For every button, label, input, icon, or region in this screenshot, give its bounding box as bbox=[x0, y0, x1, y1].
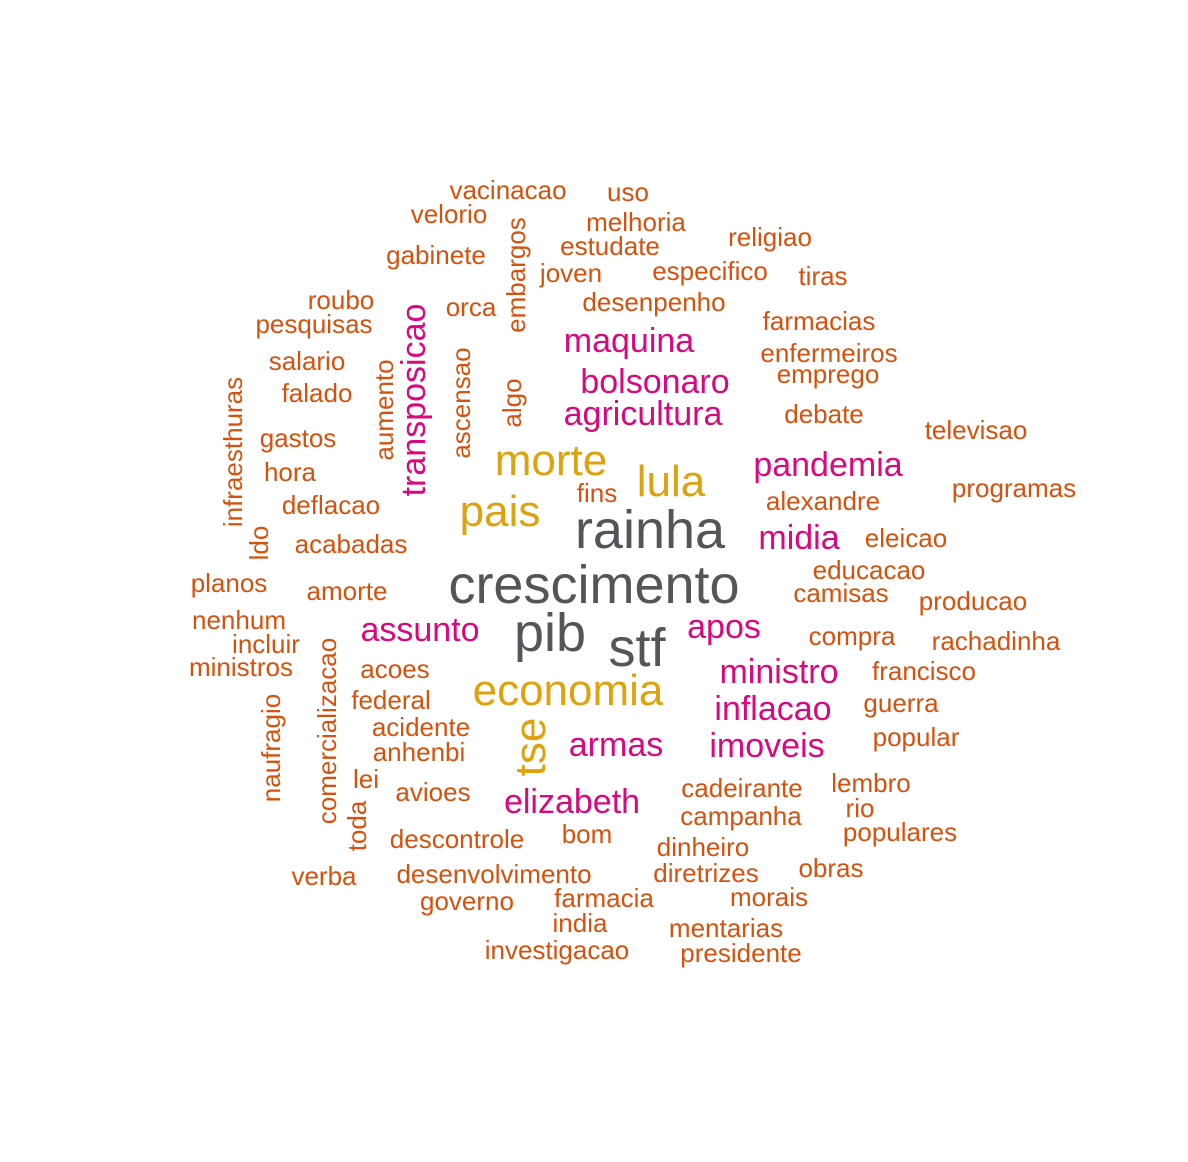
word-compra: compra bbox=[808, 621, 896, 651]
word-deflacao: deflacao bbox=[281, 490, 381, 520]
word-populares: populares bbox=[842, 817, 958, 847]
word-debate: debate bbox=[784, 399, 864, 429]
word-apos: apos bbox=[687, 608, 761, 646]
word-rainha: rainha bbox=[574, 500, 726, 560]
word-diretrizes: diretrizes bbox=[653, 858, 759, 888]
word-melhoria: melhoria bbox=[586, 207, 686, 237]
word-acidente: acidente bbox=[371, 712, 471, 742]
word-india: india bbox=[552, 908, 608, 938]
word-acabadas: acabadas bbox=[294, 529, 408, 559]
word-eleicao: eleicao bbox=[864, 523, 948, 553]
word-pib: pib bbox=[513, 603, 587, 663]
word-algo: algo bbox=[497, 378, 527, 428]
word-uso: uso bbox=[607, 177, 649, 207]
word-orca: orca bbox=[445, 292, 497, 322]
word-fins: fins bbox=[576, 478, 618, 508]
word-pesquisas: pesquisas bbox=[255, 309, 373, 339]
word-tiras: tiras bbox=[798, 261, 848, 291]
word-joven: joven bbox=[539, 258, 603, 288]
word-federal: federal bbox=[351, 685, 431, 715]
word-verba: verba bbox=[291, 861, 357, 891]
word-crescimento: crescimento bbox=[448, 555, 740, 615]
word-embargos: embargos bbox=[501, 217, 531, 333]
word-desenvolvimento: desenvolvimento bbox=[396, 859, 592, 889]
word-bom: bom bbox=[561, 819, 613, 849]
word-tse: tse bbox=[506, 717, 555, 777]
word-agricultura: agricultura bbox=[563, 395, 723, 433]
word-midia: midia bbox=[758, 519, 840, 557]
word-aumento: aumento bbox=[369, 359, 399, 461]
word-ascensao: ascensao bbox=[446, 347, 476, 459]
word-salario: salario bbox=[268, 346, 346, 376]
word-francisco: francisco bbox=[871, 656, 977, 686]
word-investigacao: investigacao bbox=[484, 935, 630, 965]
word-lembro: lembro bbox=[831, 768, 911, 798]
word-armas: armas bbox=[568, 726, 664, 764]
word-nenhum: nenhum bbox=[192, 605, 286, 635]
word-naufragio: naufragio bbox=[256, 693, 286, 803]
word-ldo: ldo bbox=[244, 525, 274, 561]
word-programas: programas bbox=[951, 473, 1077, 503]
word-planos: planos bbox=[190, 568, 268, 598]
word-presidente: presidente bbox=[680, 938, 802, 968]
word-infraesthuras: infraesthuras bbox=[218, 376, 248, 528]
word-televisao: televisao bbox=[924, 415, 1028, 445]
word-lei: lei bbox=[352, 764, 380, 794]
word-ministros: ministros bbox=[188, 652, 294, 682]
word-ministro: ministro bbox=[719, 653, 839, 691]
word-gabinete: gabinete bbox=[386, 240, 486, 270]
word-imoveis: imoveis bbox=[709, 727, 825, 765]
word-toda: toda bbox=[342, 800, 372, 852]
word-farmacia: farmacia bbox=[554, 883, 654, 913]
word-falado: falado bbox=[281, 378, 353, 408]
word-cadeirante: cadeirante bbox=[681, 773, 803, 803]
word-assunto: assunto bbox=[360, 611, 480, 649]
word-vacinacao: vacinacao bbox=[449, 175, 567, 205]
word-hora: hora bbox=[263, 457, 317, 487]
word-dinheiro: dinheiro bbox=[656, 832, 750, 862]
word-farmacias: farmacias bbox=[762, 306, 876, 336]
word-lula: lula bbox=[636, 457, 706, 506]
word-comercializacao: comercializacao bbox=[312, 637, 342, 825]
word-amorte: amorte bbox=[306, 576, 388, 606]
word-anhenbi: anhenbi bbox=[372, 737, 466, 767]
word-pandemia: pandemia bbox=[753, 446, 903, 484]
word-governo: governo bbox=[420, 886, 514, 916]
word-velorio: velorio bbox=[410, 199, 488, 229]
word-guerra: guerra bbox=[863, 688, 939, 718]
word-incluir: incluir bbox=[232, 629, 300, 659]
word-maquina: maquina bbox=[563, 322, 695, 360]
word-desenpenho: desenpenho bbox=[582, 287, 726, 317]
word-pais: pais bbox=[459, 487, 541, 536]
word-emprego: emprego bbox=[776, 359, 880, 389]
word-stf: stf bbox=[608, 618, 666, 678]
word-especifico: especifico bbox=[652, 256, 768, 286]
word-rio: rio bbox=[845, 793, 875, 823]
word-morte: morte bbox=[494, 436, 608, 485]
word-religiao: religiao bbox=[728, 222, 812, 252]
word-inflacao: inflacao bbox=[714, 690, 832, 728]
word-alexandre: alexandre bbox=[765, 486, 881, 516]
word-descontrole: descontrole bbox=[389, 824, 525, 854]
word-roubo: roubo bbox=[307, 285, 375, 315]
word-obras: obras bbox=[798, 853, 864, 883]
word-morais: morais bbox=[729, 882, 809, 912]
word-popular: popular bbox=[872, 722, 960, 752]
word-gastos: gastos bbox=[259, 423, 337, 453]
word-elizabeth: elizabeth bbox=[503, 783, 641, 821]
word-camisas: camisas bbox=[793, 578, 889, 608]
word-educacao: educacao bbox=[812, 555, 926, 585]
word-economia: economia bbox=[472, 666, 664, 715]
word-bolsonaro: bolsonaro bbox=[580, 363, 730, 401]
word-producao: producao bbox=[918, 586, 1028, 616]
word-rachadinha: rachadinha bbox=[931, 626, 1061, 656]
word-enfermeiros: enfermeiros bbox=[760, 338, 898, 368]
word-transposicao: transposicao bbox=[395, 303, 433, 497]
word-estudate: estudate bbox=[560, 231, 660, 261]
word-avioes: avioes bbox=[395, 777, 471, 807]
word-campanha: campanha bbox=[680, 801, 802, 831]
word-mentarias: mentarias bbox=[668, 913, 784, 943]
word-acoes: acoes bbox=[360, 654, 430, 684]
